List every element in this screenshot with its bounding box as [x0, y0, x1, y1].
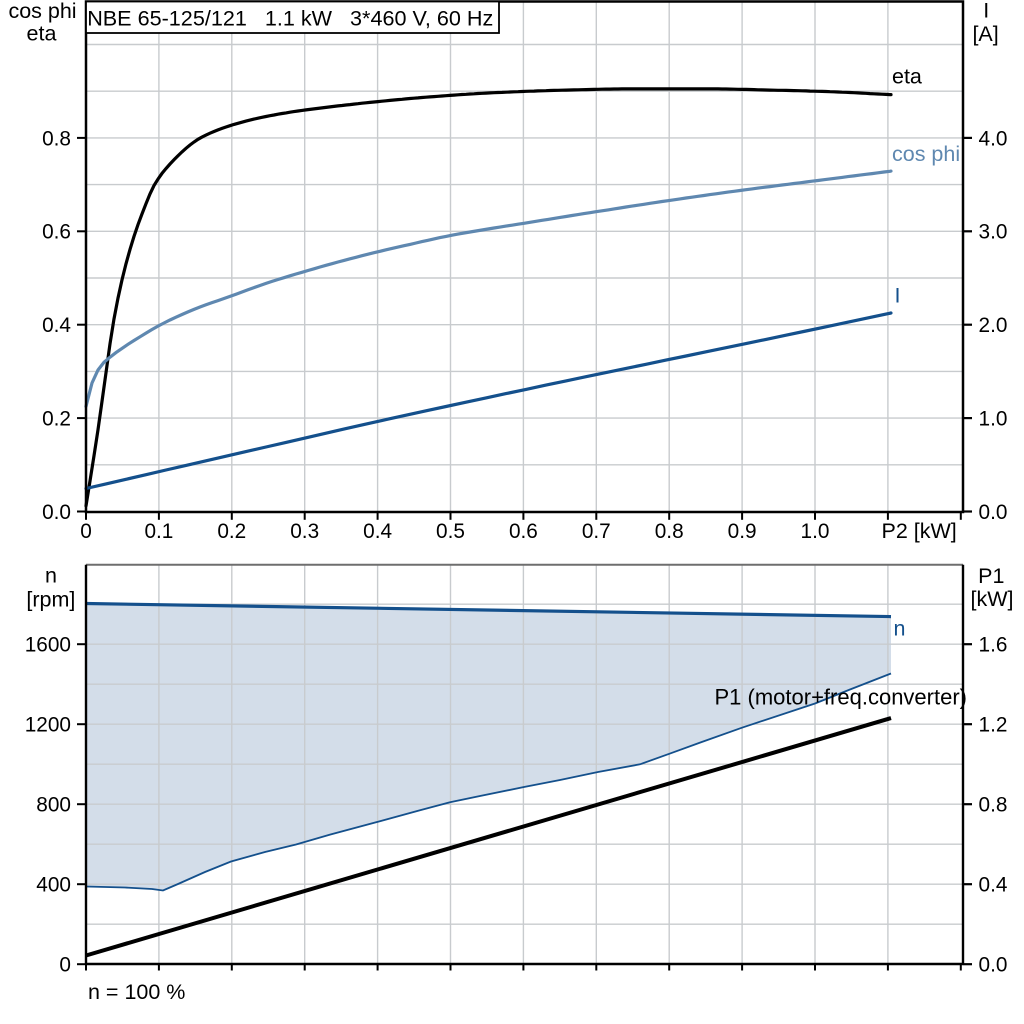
- svg-text:eta: eta: [27, 22, 57, 46]
- svg-text:1.2: 1.2: [979, 714, 1008, 737]
- svg-text:0: 0: [59, 954, 71, 977]
- svg-text:1200: 1200: [25, 714, 71, 737]
- svg-text:0.2: 0.2: [42, 408, 71, 431]
- svg-text:cos phi: cos phi: [8, 0, 76, 23]
- svg-text:[rpm]: [rpm]: [26, 588, 75, 612]
- svg-text:0.9: 0.9: [728, 520, 757, 543]
- svg-text:NBE 65-125/121 1.1 kW 3*46: NBE 65-125/121 1.1 kW 3*460 V, 60 Hz: [87, 6, 493, 31]
- svg-text:cos phi: cos phi: [892, 142, 960, 166]
- svg-text:0.3: 0.3: [290, 520, 319, 543]
- svg-text:P1: P1: [978, 564, 1004, 588]
- svg-text:0.2: 0.2: [217, 520, 246, 543]
- svg-text:0.1: 0.1: [144, 520, 173, 543]
- svg-text:n = 100 %: n = 100 %: [88, 980, 185, 1004]
- svg-text:400: 400: [36, 874, 71, 897]
- svg-text:0.0: 0.0: [42, 501, 71, 524]
- svg-text:P2 [kW]: P2 [kW]: [882, 519, 957, 543]
- svg-text:0.5: 0.5: [436, 520, 465, 543]
- svg-text:0.4: 0.4: [363, 520, 392, 543]
- svg-text:4.0: 4.0: [979, 127, 1008, 150]
- svg-text:n: n: [45, 564, 57, 588]
- svg-text:800: 800: [36, 794, 71, 817]
- svg-text:[A]: [A]: [972, 22, 998, 46]
- svg-text:1.0: 1.0: [801, 520, 830, 543]
- svg-text:I: I: [983, 0, 989, 23]
- svg-text:0.4: 0.4: [42, 314, 71, 337]
- svg-text:P1 (motor+freq.converter): P1 (motor+freq.converter): [715, 685, 967, 710]
- svg-text:1600: 1600: [25, 634, 71, 657]
- svg-text:2.0: 2.0: [979, 314, 1008, 337]
- svg-text:0: 0: [80, 520, 92, 543]
- svg-text:0.0: 0.0: [979, 501, 1008, 524]
- svg-text:eta: eta: [892, 65, 922, 89]
- svg-text:1.6: 1.6: [979, 634, 1008, 657]
- svg-text:0.8: 0.8: [655, 520, 684, 543]
- svg-text:0.6: 0.6: [509, 520, 538, 543]
- svg-text:3.0: 3.0: [979, 221, 1008, 244]
- svg-text:1.0: 1.0: [979, 408, 1008, 431]
- svg-text:[kW]: [kW]: [971, 587, 1014, 611]
- svg-text:0.7: 0.7: [582, 520, 611, 543]
- svg-text:n: n: [894, 616, 906, 640]
- svg-text:0.0: 0.0: [979, 954, 1008, 977]
- svg-text:I: I: [895, 284, 901, 308]
- svg-text:0.8: 0.8: [979, 794, 1008, 817]
- svg-text:0.6: 0.6: [42, 221, 71, 244]
- svg-text:0.4: 0.4: [979, 874, 1008, 897]
- svg-text:0.8: 0.8: [42, 127, 71, 150]
